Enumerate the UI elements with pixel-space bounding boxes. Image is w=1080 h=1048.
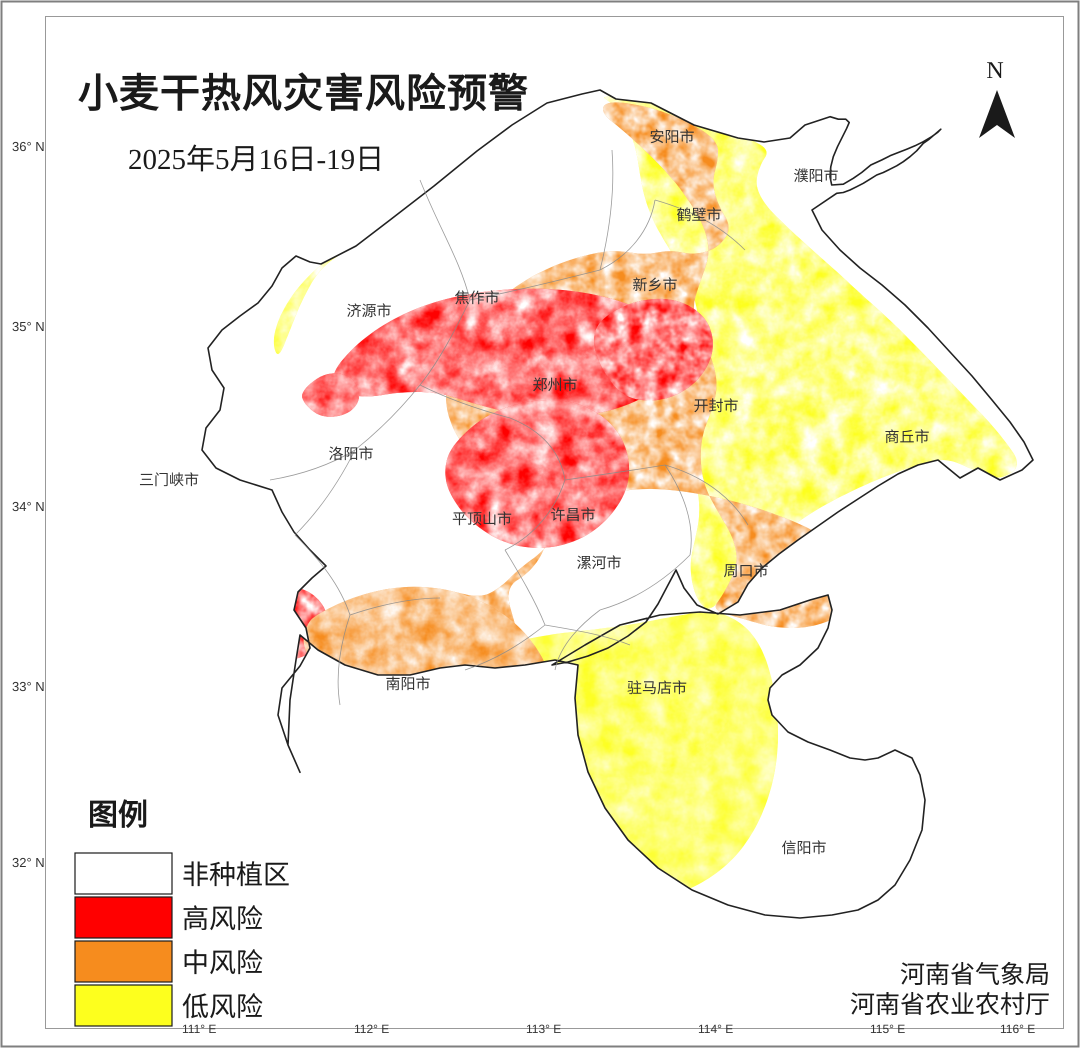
svg-text:济源市: 济源市 <box>346 303 391 320</box>
svg-text:中风险: 中风险 <box>182 948 263 978</box>
svg-text:N: N <box>986 58 1003 84</box>
svg-text:许昌市: 许昌市 <box>550 507 595 524</box>
svg-text:信阳市: 信阳市 <box>781 840 826 857</box>
svg-text:平顶山市: 平顶山市 <box>452 511 512 528</box>
svg-text:113° E: 113° E <box>526 1022 561 1036</box>
svg-text:漯河市: 漯河市 <box>576 555 621 572</box>
svg-text:鹤壁市: 鹤壁市 <box>676 207 721 224</box>
svg-text:驻马店市: 驻马店市 <box>627 680 687 697</box>
svg-text:河南省农业农村厅: 河南省农业农村厅 <box>850 991 1050 1019</box>
svg-text:34° N: 34° N <box>12 499 45 514</box>
svg-text:南阳市: 南阳市 <box>385 676 430 693</box>
svg-text:商丘市: 商丘市 <box>884 429 929 446</box>
svg-text:114° E: 114° E <box>698 1022 733 1036</box>
svg-text:洛阳市: 洛阳市 <box>328 446 373 463</box>
svg-text:开封市: 开封市 <box>693 398 738 415</box>
svg-text:111° E: 111° E <box>182 1022 216 1036</box>
svg-text:高风险: 高风险 <box>182 904 263 934</box>
svg-text:115° E: 115° E <box>870 1022 905 1036</box>
svg-text:112° E: 112° E <box>354 1022 389 1036</box>
svg-text:小麦干热风灾害风险预警: 小麦干热风灾害风险预警 <box>78 72 529 116</box>
svg-text:36° N: 36° N <box>12 139 45 154</box>
svg-text:周口市: 周口市 <box>723 563 768 580</box>
svg-text:濮阳市: 濮阳市 <box>793 168 838 185</box>
svg-text:35° N: 35° N <box>12 319 45 334</box>
svg-text:2025年5月16日-19日: 2025年5月16日-19日 <box>128 144 384 176</box>
svg-text:图例: 图例 <box>88 799 148 832</box>
svg-text:新乡市: 新乡市 <box>632 277 677 294</box>
svg-text:非种植区: 非种植区 <box>182 860 290 890</box>
svg-text:32° N: 32° N <box>12 855 45 870</box>
svg-text:低风险: 低风险 <box>182 992 263 1022</box>
svg-text:116° E: 116° E <box>1000 1022 1035 1036</box>
svg-text:三门峡市: 三门峡市 <box>139 472 199 489</box>
svg-text:河南省气象局: 河南省气象局 <box>900 961 1050 989</box>
svg-text:安阳市: 安阳市 <box>649 129 694 146</box>
svg-text:焦作市: 焦作市 <box>454 290 499 307</box>
svg-text:郑州市: 郑州市 <box>532 377 577 394</box>
svg-text:33° N: 33° N <box>12 679 45 694</box>
